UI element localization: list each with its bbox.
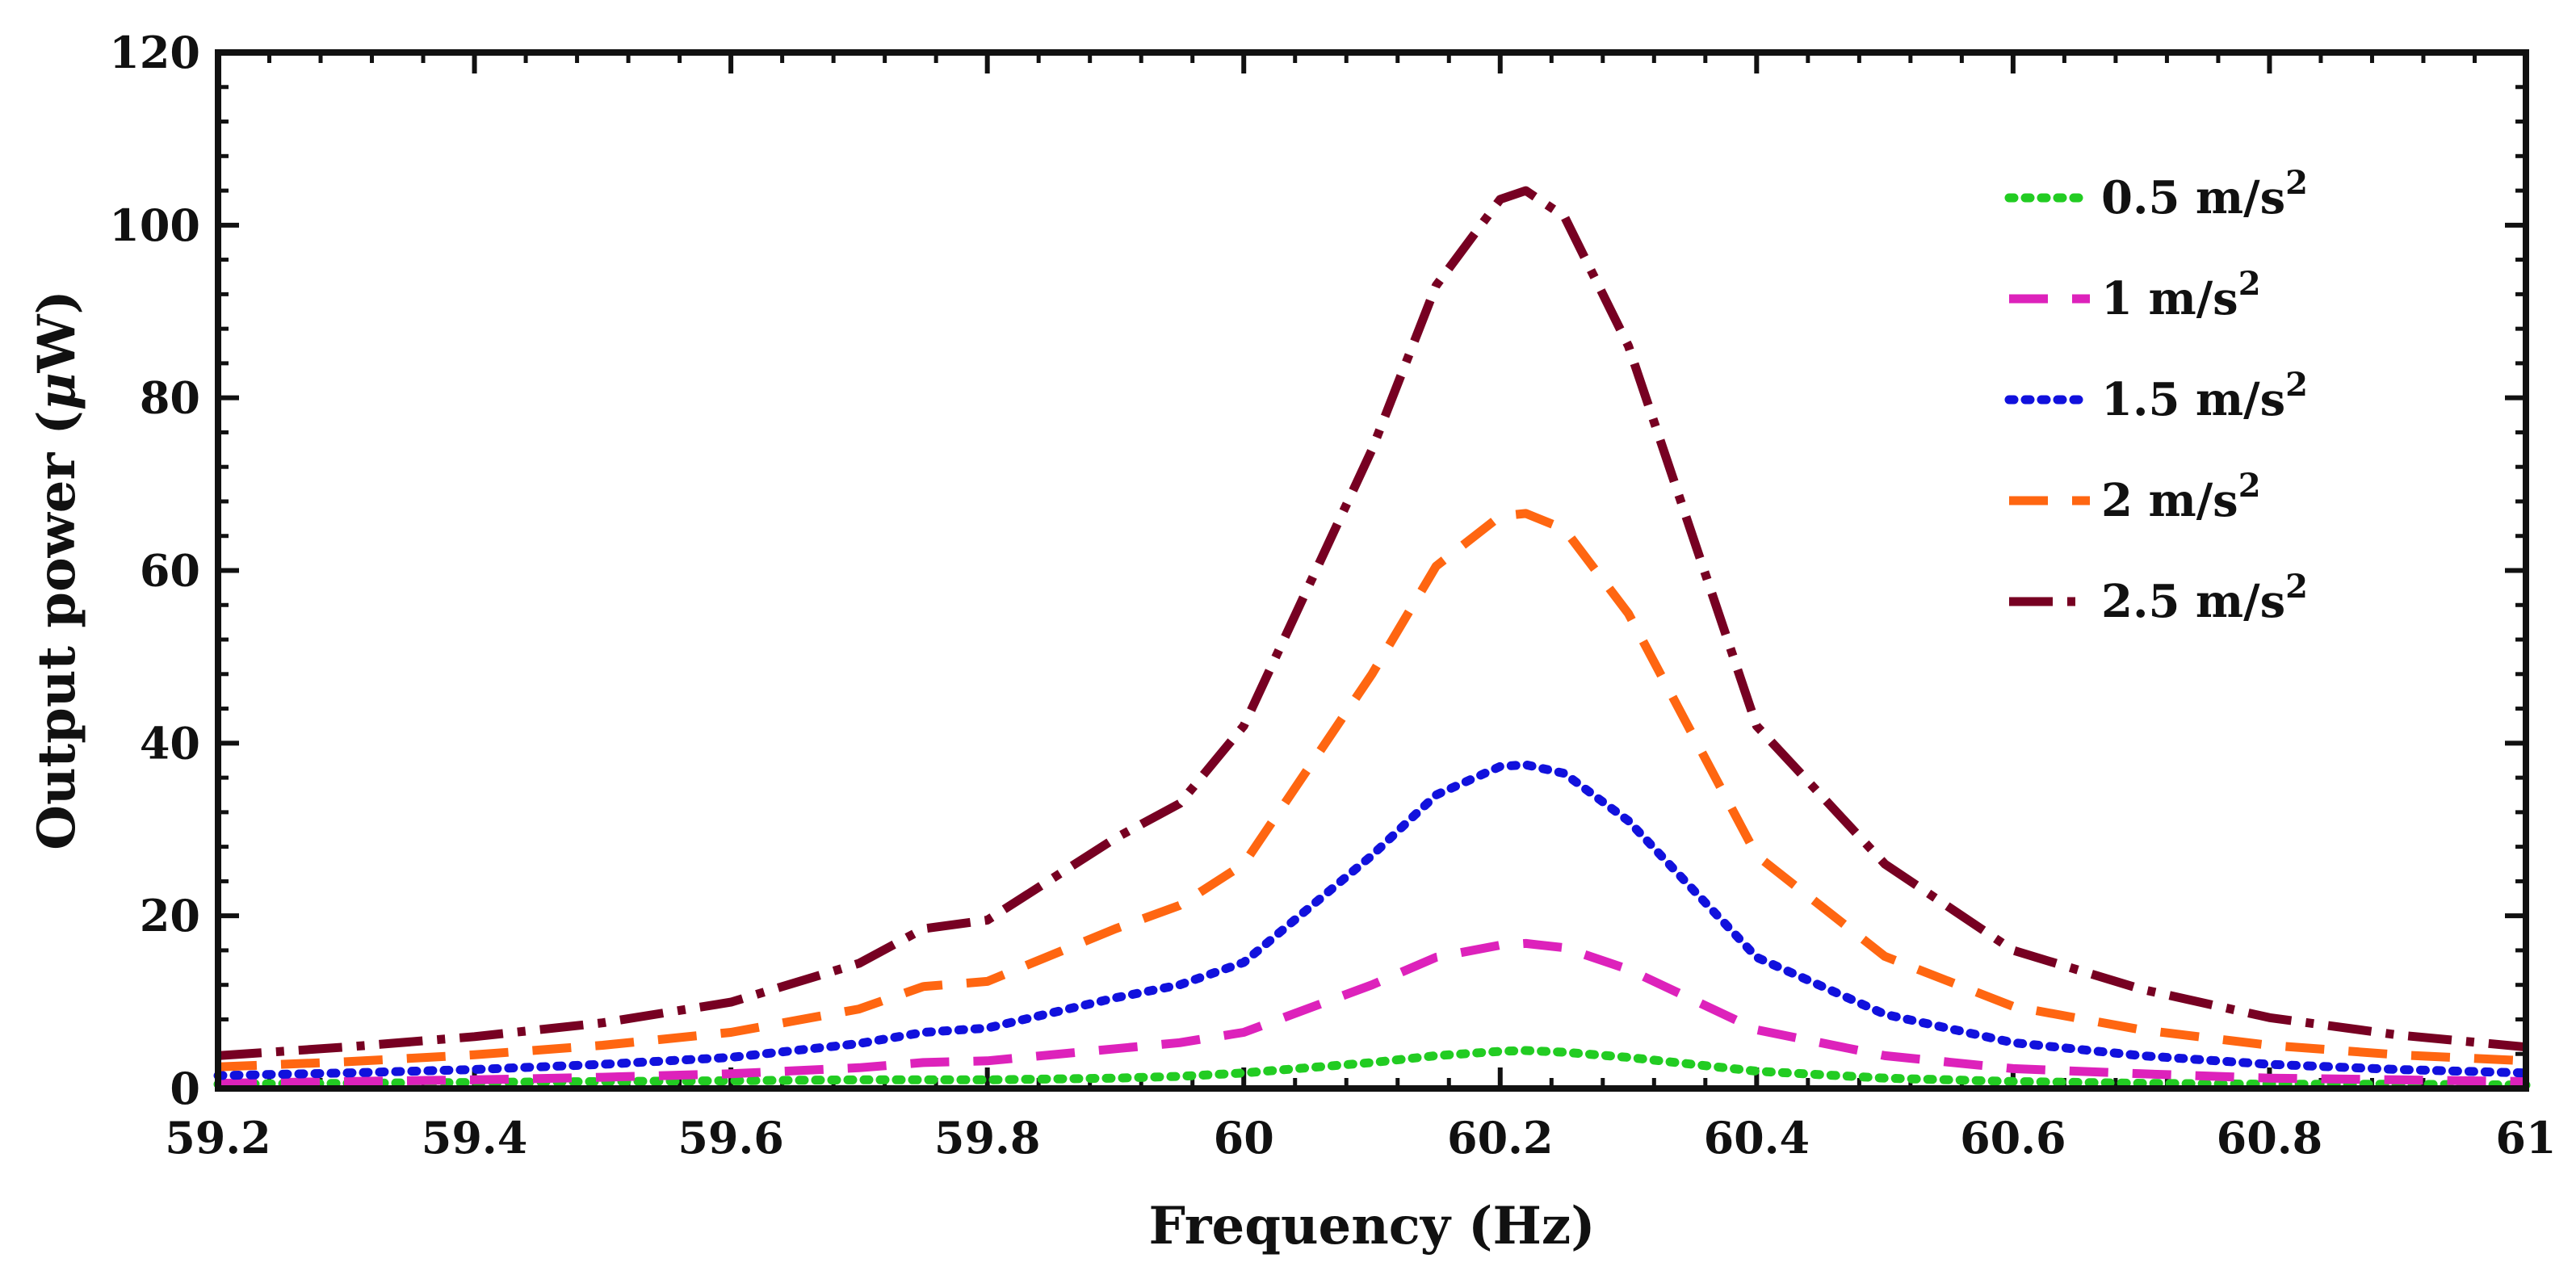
- y-tick-label: 120: [109, 27, 200, 78]
- series-line-1: [213, 1046, 2531, 1090]
- y-tick-label: 40: [140, 717, 200, 769]
- legend-label-2: 1 m/s2: [2101, 265, 2261, 325]
- x-tick-label: 59.6: [678, 1112, 784, 1164]
- legend-label-3: 1.5 m/s2: [2101, 366, 2308, 426]
- y-tick-label: 0: [170, 1063, 200, 1114]
- x-tick-labels: 59.2 59.4 59.6 59.8 60 60.2 60.4 60.6 60.8 61: [165, 1112, 2556, 1164]
- y-tick-label: 20: [140, 890, 200, 942]
- x-tick-label: 59.8: [934, 1112, 1041, 1164]
- x-tick-label: 60.8: [2217, 1112, 2323, 1164]
- x-axis-title: Frequency (Hz): [1148, 1196, 1595, 1256]
- legend-label-5: 2.5 m/s2: [2101, 568, 2308, 628]
- plot-frame: [215, 49, 2529, 1092]
- y-tick-label: 80: [140, 372, 200, 424]
- series-line-4: [217, 509, 2527, 1072]
- x-tick-label: 60.2: [1447, 1112, 1554, 1164]
- x-tick-label: 61: [2495, 1112, 2556, 1164]
- x-tick-label: 60.4: [1704, 1112, 1810, 1164]
- x-tick-label: 59.4: [422, 1112, 528, 1164]
- legend: 0.5 m/s2 1 m/s2 1.5 m/s2 2 m/s2 2.5 m/s2: [2004, 164, 2308, 628]
- y-tick-label: 100: [109, 199, 200, 251]
- x-tick-label: 59.2: [165, 1112, 271, 1164]
- legend-label-4: 2 m/s2: [2101, 467, 2261, 527]
- series-layer: [213, 186, 2531, 1090]
- x-tick-label: 60.6: [1960, 1112, 2066, 1164]
- y-tick-label: 60: [140, 545, 200, 597]
- y-axis-title-part-3: W): [27, 290, 87, 373]
- y-axis-title: Output power (μW): [27, 290, 87, 850]
- series-line-2: [217, 938, 2527, 1088]
- legend-label-1: 0.5 m/s2: [2101, 164, 2308, 224]
- series-line-3: [213, 760, 2531, 1080]
- x-tick-label: 60: [1214, 1112, 1274, 1164]
- y-axis-title-mu: μ: [27, 372, 87, 410]
- series-line-5: [217, 186, 2527, 1060]
- y-axis-title-part-1: Output power (: [27, 410, 87, 850]
- y-tick-labels: 0 20 40 60 80 100 120: [109, 27, 200, 1114]
